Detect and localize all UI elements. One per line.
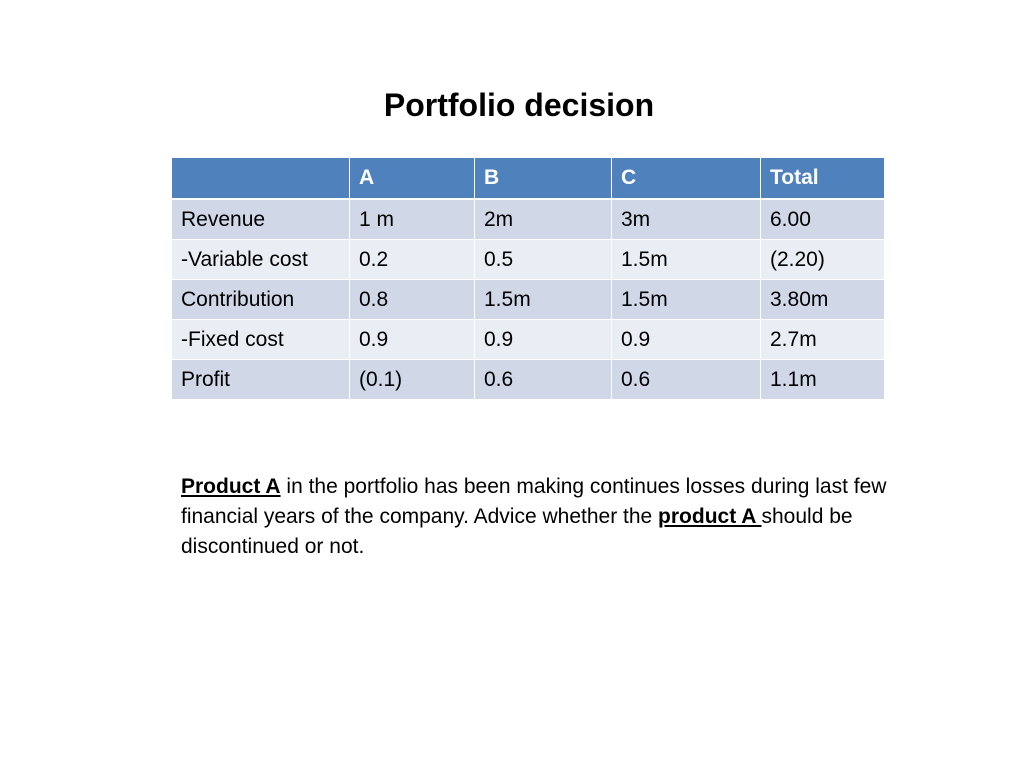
cell-c: 0.6 [611, 359, 761, 400]
cell-total: 6.00 [760, 198, 885, 240]
cell-c: 1.5m [611, 279, 761, 320]
slide-title: Portfolio decision [383, 87, 655, 123]
cell-total: 1.1m [760, 359, 885, 400]
cell-a: (0.1) [349, 359, 475, 400]
paragraph-tail-text: should be discontinued or not. [181, 505, 853, 558]
row-label: -Fixed cost [171, 319, 350, 360]
table-row-profit: Profit (0.1) 0.6 0.6 1.1m [171, 359, 885, 400]
header-cell-a: A [349, 157, 475, 200]
paragraph-middle-text: in the portfolio has been making continu… [181, 475, 887, 528]
cell-total: (2.20) [760, 239, 885, 280]
table-row-revenue: Revenue 1 m 2m 3m 6.00 [171, 198, 885, 240]
cell-c: 1.5m [611, 239, 761, 280]
header-cell-b: B [474, 157, 612, 200]
cell-c: 0.9 [611, 319, 761, 360]
product-a-emphasis: Product A [181, 475, 281, 498]
cell-b: 0.5 [474, 239, 612, 280]
row-label: -Variable cost [171, 239, 350, 280]
header-cell-total: Total [760, 157, 885, 200]
portfolio-table: A B C Total Revenue 1 m 2m 3m 6.00 -Vari… [171, 157, 885, 400]
cell-total: 3.80m [760, 279, 885, 320]
cell-a: 1 m [349, 198, 475, 240]
table-row-variable-cost: -Variable cost 0.2 0.5 1.5m (2.20) [171, 239, 885, 280]
question-paragraph: Product A in the portfolio has been maki… [181, 472, 901, 562]
table-row-fixed-cost: -Fixed cost 0.9 0.9 0.9 2.7m [171, 319, 885, 360]
cell-c: 3m [611, 198, 761, 240]
product-a-emphasis-2: product A [658, 505, 762, 528]
row-label: Profit [171, 359, 350, 400]
cell-total: 2.7m [760, 319, 885, 360]
table-header-row: A B C Total [171, 157, 885, 200]
row-label: Revenue [171, 198, 350, 240]
cell-a: 0.9 [349, 319, 475, 360]
cell-b: 0.6 [474, 359, 612, 400]
row-label: Contribution [171, 279, 350, 320]
cell-a: 0.8 [349, 279, 475, 320]
header-cell-c: C [611, 157, 761, 200]
header-cell-blank [171, 157, 350, 200]
cell-a: 0.2 [349, 239, 475, 280]
cell-b: 1.5m [474, 279, 612, 320]
table-row-contribution: Contribution 0.8 1.5m 1.5m 3.80m [171, 279, 885, 320]
cell-b: 2m [474, 198, 612, 240]
cell-b: 0.9 [474, 319, 612, 360]
